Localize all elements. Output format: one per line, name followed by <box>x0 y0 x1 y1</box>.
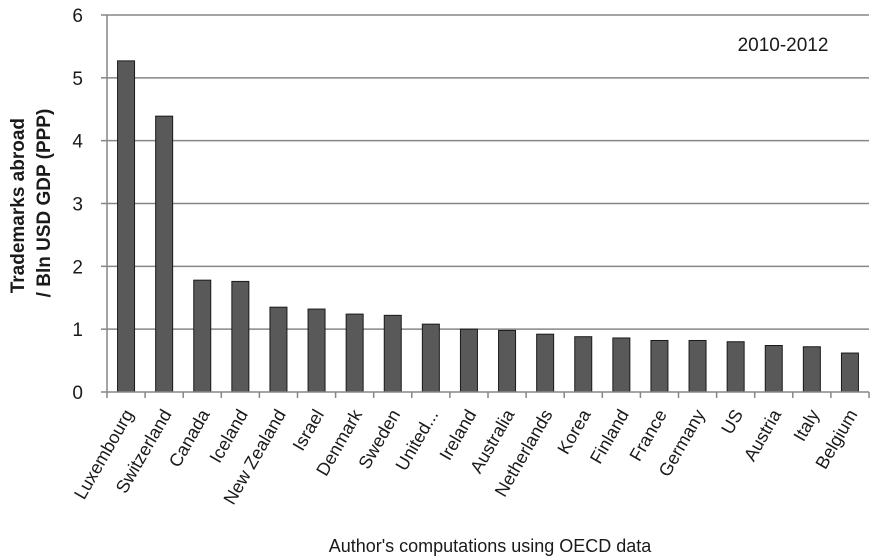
axes <box>101 14 870 398</box>
y-tick-label: 3 <box>72 195 83 216</box>
bar <box>383 314 402 393</box>
x-tick-label: Italy <box>789 406 823 445</box>
y-tick-label: 0 <box>72 383 83 404</box>
gridlines <box>107 14 869 330</box>
x-axis-title: Author's computations using OECD data <box>329 536 653 556</box>
bar <box>421 323 440 393</box>
bar <box>612 337 631 393</box>
bar <box>231 280 250 393</box>
y-axis-title-line-1: Trademarks abroad <box>8 118 29 293</box>
y-tick-label: 2 <box>72 257 83 278</box>
period-annotation: 2010-2012 <box>738 35 829 56</box>
bar <box>155 115 174 393</box>
bar <box>840 352 859 393</box>
bar <box>307 308 326 393</box>
y-tick-label: 1 <box>72 320 83 341</box>
bar <box>688 339 707 393</box>
bar <box>193 279 212 393</box>
bars <box>117 60 859 393</box>
bar <box>498 329 517 393</box>
bar <box>345 313 364 393</box>
bar <box>536 333 555 393</box>
bar <box>802 346 821 393</box>
bar <box>764 345 783 393</box>
bar <box>269 306 288 393</box>
y-tick-label: 5 <box>72 69 83 90</box>
y-tick-label: 4 <box>72 132 83 153</box>
y-axis-title-line-2: / Bln USD GDP (PPP) <box>34 109 55 298</box>
x-tick-label: Korea <box>553 405 595 457</box>
x-tick-label: US <box>717 406 747 438</box>
y-tick-labels: 0 1 2 3 4 5 6 <box>72 6 83 404</box>
bar <box>726 341 745 393</box>
y-tick-label: 6 <box>72 6 83 27</box>
bar <box>574 336 593 393</box>
x-tick-label: Israel <box>289 406 328 454</box>
y-axis-title: Trademarks abroad / Bln USD GDP (PPP) <box>8 109 55 298</box>
x-tick-label: Austria <box>740 405 786 464</box>
bar <box>650 339 669 393</box>
bar <box>117 60 136 393</box>
bar <box>459 328 478 393</box>
